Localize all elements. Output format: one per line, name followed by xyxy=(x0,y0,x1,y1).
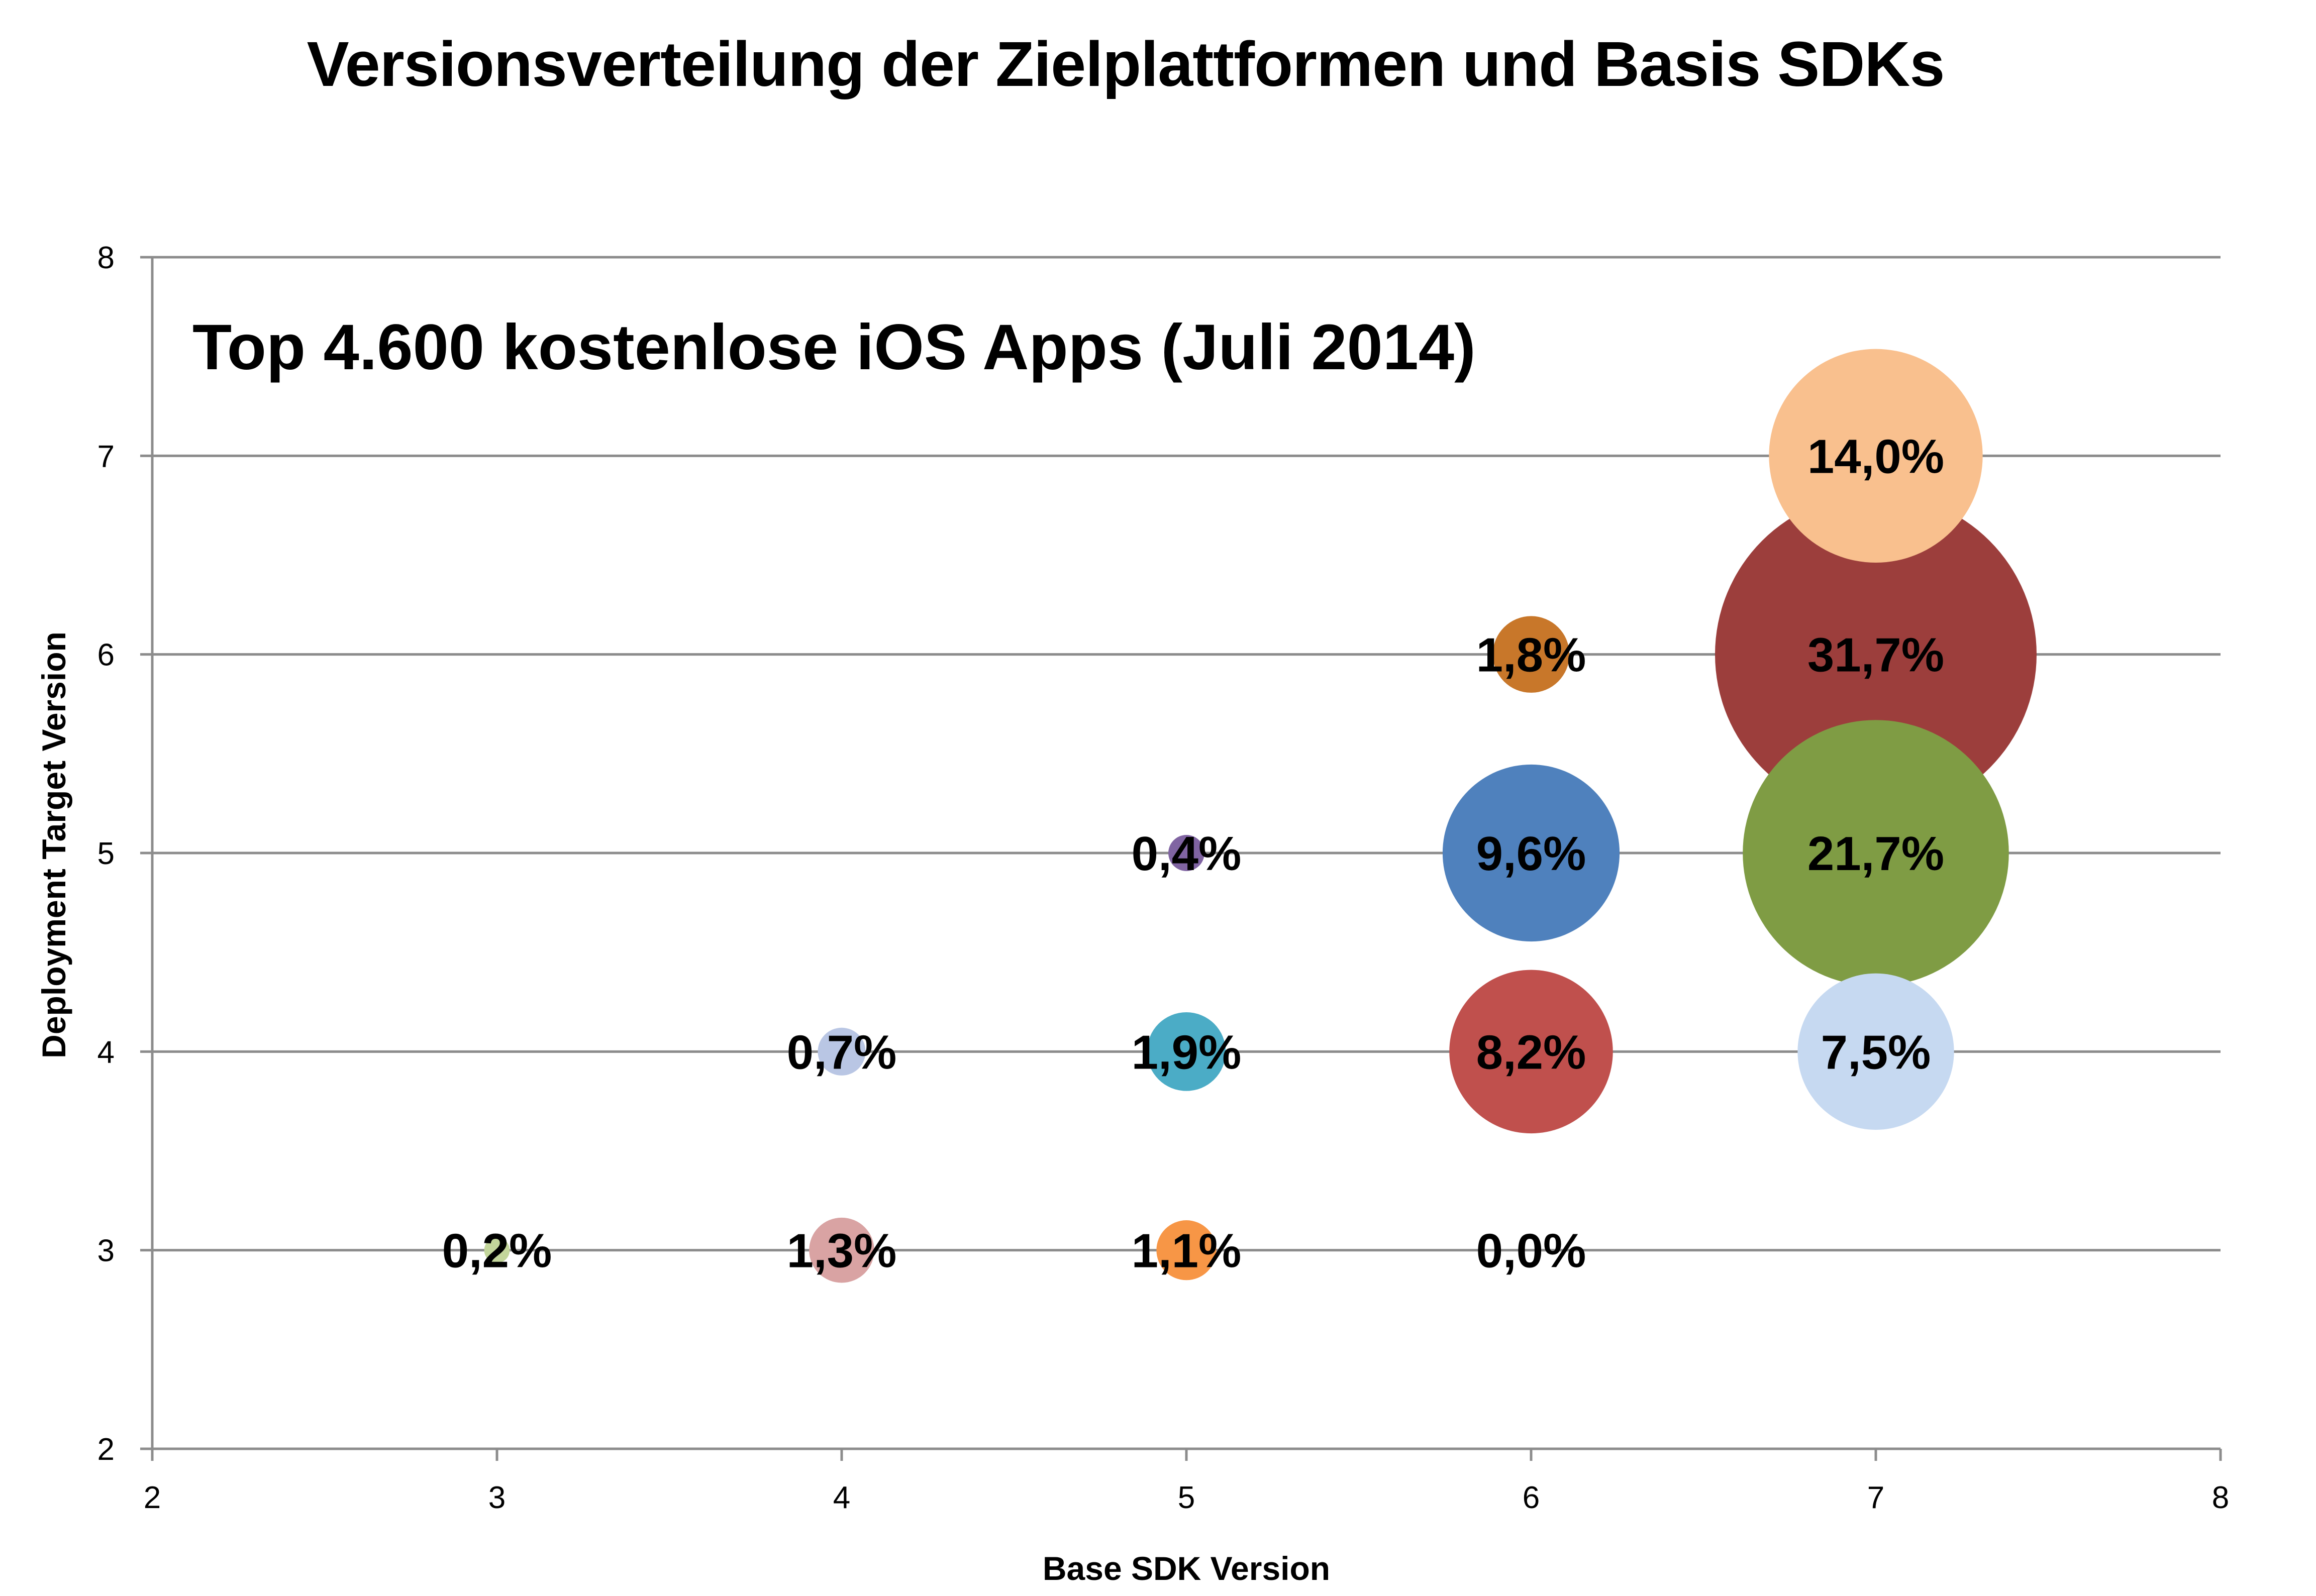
bubble xyxy=(1147,1012,1226,1091)
bubble xyxy=(809,1217,874,1283)
x-tick-label: 2 xyxy=(144,1480,161,1515)
x-tick-label: 4 xyxy=(833,1480,850,1515)
x-tick-label: 6 xyxy=(1523,1480,1540,1515)
bubble xyxy=(1743,720,2009,986)
bubble xyxy=(1769,349,1983,563)
axes: 2 3 4 5 6 7 8 2 3 4 5 6 7 8 xyxy=(97,241,2230,1515)
data-label: 0,2% xyxy=(442,1224,552,1278)
bubble xyxy=(484,1237,510,1263)
data-label: 0,0% xyxy=(1476,1224,1586,1278)
data-label: 1,8% xyxy=(1476,628,1586,682)
data-label: 14,0% xyxy=(1807,430,1944,483)
y-tick-label: 8 xyxy=(97,241,115,275)
bubble xyxy=(1168,835,1204,871)
data-labels: 0,2% 1,3% 0,7% 1,1% 1,9% 0,4% 0,0% 8,2% 9,6% 1,8%… xyxy=(442,430,1945,1278)
data-label: 21,7% xyxy=(1807,827,1944,881)
bubble xyxy=(1492,616,1570,693)
y-tick-label: 6 xyxy=(97,638,115,673)
x-tick-label: 7 xyxy=(1867,1480,1884,1515)
y-axis-title: Deployment Target Version xyxy=(35,631,72,1058)
data-label: 8,2% xyxy=(1476,1025,1586,1079)
x-axis-title: Base SDK Version xyxy=(1043,1550,1330,1587)
y-tick-label: 4 xyxy=(97,1035,115,1070)
y-tick-label: 5 xyxy=(97,836,115,871)
data-label: 0,4% xyxy=(1132,827,1242,881)
data-label: 31,7% xyxy=(1807,628,1944,682)
data-label: 1,3% xyxy=(787,1224,897,1278)
data-label: 7,5% xyxy=(1821,1025,1931,1079)
data-label: 1,9% xyxy=(1132,1025,1242,1079)
bubble xyxy=(1797,973,1954,1130)
y-tick-label: 7 xyxy=(97,439,115,474)
x-tick-label: 8 xyxy=(2212,1480,2229,1515)
chart-title: Versionsverteilung der Zielplattformen u… xyxy=(307,29,1945,99)
data-label: 0,7% xyxy=(787,1025,897,1079)
bubble xyxy=(1715,493,2037,815)
x-tick-label: 3 xyxy=(488,1480,506,1515)
data-label: 1,1% xyxy=(1132,1224,1242,1278)
bubbles xyxy=(484,349,2037,1283)
bubble xyxy=(818,1027,866,1076)
bubble xyxy=(1156,1220,1217,1281)
y-tick-label: 2 xyxy=(97,1432,115,1467)
y-tick-label: 3 xyxy=(97,1234,115,1268)
bubble xyxy=(1449,970,1613,1134)
x-tick-label: 5 xyxy=(1178,1480,1195,1515)
data-label: 9,6% xyxy=(1476,827,1586,881)
chart-subtitle: Top 4.600 kostenlose iOS Apps (Juli 2014… xyxy=(192,311,1476,383)
bubble xyxy=(1442,764,1620,942)
